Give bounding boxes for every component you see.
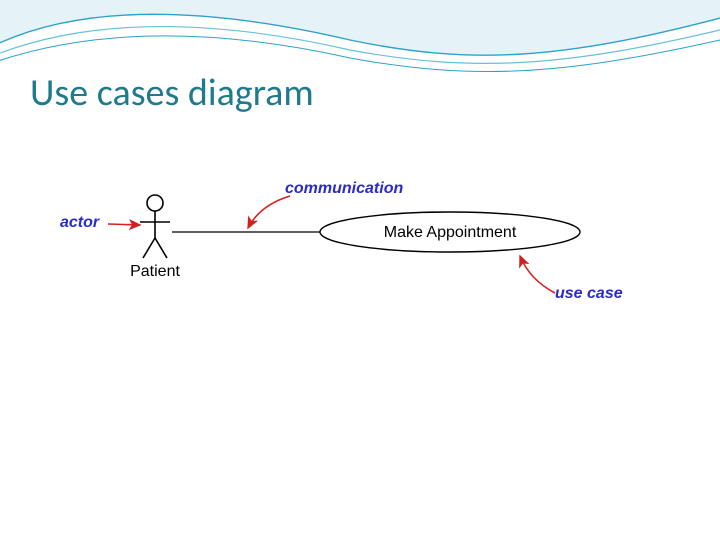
usecase-label: Make Appointment [384, 224, 517, 241]
usecase-annotation-arrow [520, 256, 555, 293]
actor-annotation-arrow [108, 224, 140, 225]
usecase-diagram: Make Appointment Patient [0, 0, 720, 540]
actor-leg-right [155, 238, 167, 258]
actor-head [147, 195, 163, 211]
actor-icon [140, 195, 170, 258]
actor-label: Patient [130, 263, 180, 280]
actor-annotation-label: actor [60, 214, 99, 232]
actor-leg-left [143, 238, 155, 258]
slide: Use cases diagram Make Appointment Patie… [0, 0, 720, 540]
communication-annotation-label: communication [285, 180, 403, 198]
usecase-annotation-label: use case [555, 285, 623, 303]
communication-annotation-arrow [248, 196, 290, 228]
